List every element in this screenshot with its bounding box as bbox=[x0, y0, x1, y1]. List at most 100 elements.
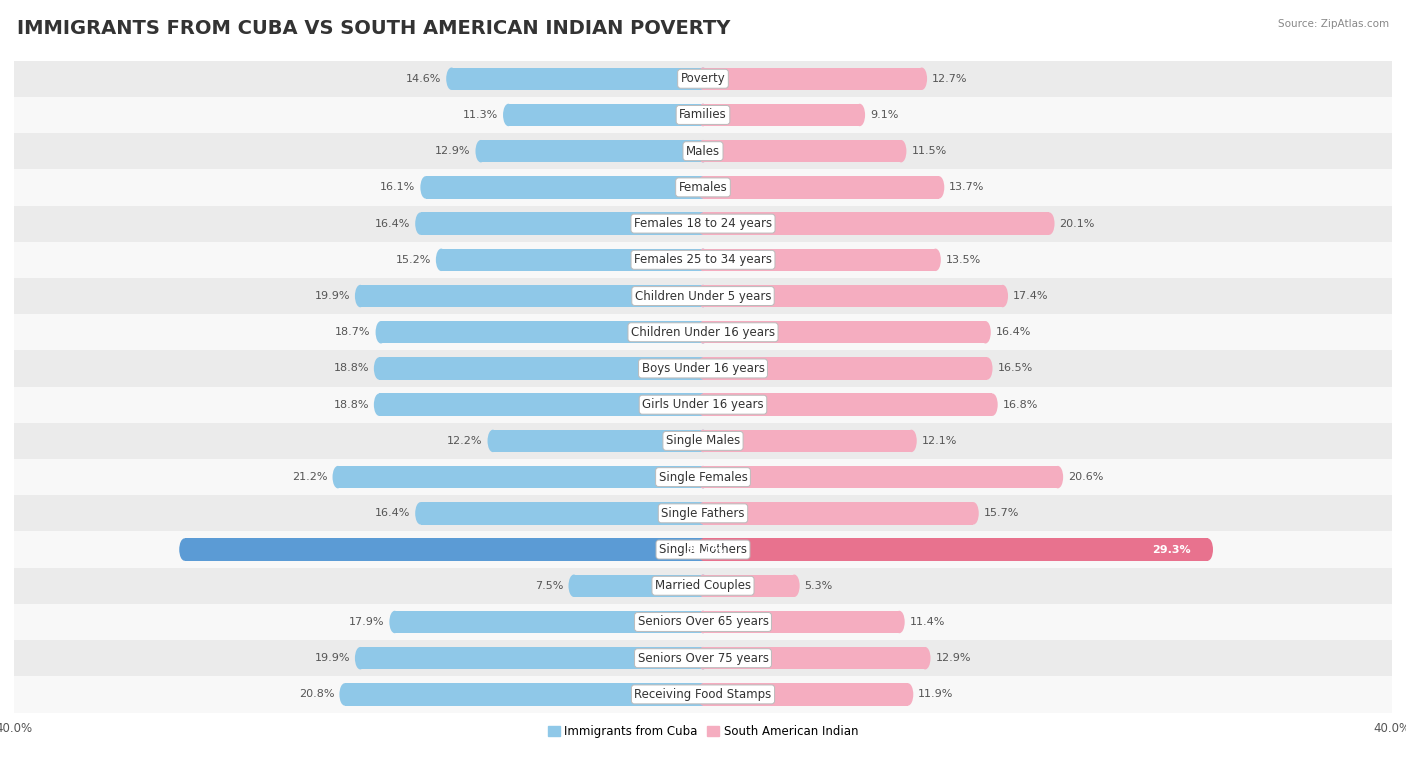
Circle shape bbox=[697, 611, 709, 633]
Bar bbox=[420, 212, 703, 235]
Bar bbox=[14, 61, 1392, 97]
Circle shape bbox=[697, 502, 709, 525]
Circle shape bbox=[697, 212, 709, 235]
Text: Girls Under 16 years: Girls Under 16 years bbox=[643, 398, 763, 411]
Text: 16.8%: 16.8% bbox=[1002, 399, 1038, 409]
Text: 21.2%: 21.2% bbox=[292, 472, 328, 482]
Circle shape bbox=[697, 611, 709, 633]
Circle shape bbox=[896, 140, 907, 162]
Circle shape bbox=[697, 212, 709, 235]
Circle shape bbox=[179, 538, 190, 561]
Text: 12.2%: 12.2% bbox=[447, 436, 482, 446]
Text: 14.6%: 14.6% bbox=[406, 74, 441, 83]
Bar bbox=[395, 611, 703, 633]
Circle shape bbox=[697, 357, 709, 380]
Circle shape bbox=[987, 393, 998, 416]
Text: Single Males: Single Males bbox=[666, 434, 740, 447]
Bar bbox=[380, 357, 703, 380]
Text: Females: Females bbox=[679, 181, 727, 194]
Text: 11.9%: 11.9% bbox=[918, 690, 953, 700]
Text: 30.1%: 30.1% bbox=[686, 544, 724, 555]
Bar bbox=[14, 242, 1392, 278]
Circle shape bbox=[697, 140, 709, 162]
Circle shape bbox=[697, 683, 709, 706]
Text: Families: Families bbox=[679, 108, 727, 121]
Text: 12.9%: 12.9% bbox=[935, 653, 972, 663]
Text: 19.9%: 19.9% bbox=[315, 653, 350, 663]
Text: 20.8%: 20.8% bbox=[299, 690, 335, 700]
Circle shape bbox=[981, 357, 993, 380]
Circle shape bbox=[475, 140, 486, 162]
Circle shape bbox=[920, 647, 931, 669]
Circle shape bbox=[697, 538, 709, 561]
Circle shape bbox=[354, 285, 366, 307]
Circle shape bbox=[697, 393, 709, 416]
Circle shape bbox=[969, 502, 979, 525]
Text: 5.3%: 5.3% bbox=[804, 581, 832, 590]
Text: 16.4%: 16.4% bbox=[375, 218, 411, 229]
Circle shape bbox=[980, 321, 991, 343]
Circle shape bbox=[855, 104, 865, 126]
Circle shape bbox=[697, 466, 709, 488]
Bar bbox=[703, 502, 973, 525]
Bar bbox=[14, 676, 1392, 713]
Bar bbox=[703, 430, 911, 452]
Circle shape bbox=[903, 683, 914, 706]
Circle shape bbox=[697, 176, 709, 199]
Bar bbox=[360, 285, 703, 307]
Bar bbox=[703, 285, 1002, 307]
Bar bbox=[703, 611, 900, 633]
Text: Single Females: Single Females bbox=[658, 471, 748, 484]
Text: 12.1%: 12.1% bbox=[922, 436, 957, 446]
Circle shape bbox=[697, 430, 709, 452]
Bar bbox=[703, 647, 925, 669]
Bar bbox=[14, 640, 1392, 676]
Text: Single Fathers: Single Fathers bbox=[661, 507, 745, 520]
Circle shape bbox=[697, 683, 709, 706]
Text: Boys Under 16 years: Boys Under 16 years bbox=[641, 362, 765, 375]
Bar bbox=[381, 321, 703, 343]
Bar bbox=[703, 357, 987, 380]
Text: 17.9%: 17.9% bbox=[349, 617, 384, 627]
Text: Poverty: Poverty bbox=[681, 72, 725, 85]
Text: Children Under 5 years: Children Under 5 years bbox=[634, 290, 772, 302]
Bar bbox=[703, 575, 794, 597]
Bar bbox=[481, 140, 703, 162]
Circle shape bbox=[697, 393, 709, 416]
Text: 16.1%: 16.1% bbox=[380, 183, 415, 193]
Text: Females 18 to 24 years: Females 18 to 24 years bbox=[634, 217, 772, 230]
Bar bbox=[14, 314, 1392, 350]
Text: 20.1%: 20.1% bbox=[1060, 218, 1095, 229]
Circle shape bbox=[1043, 212, 1054, 235]
Bar bbox=[184, 538, 703, 561]
Text: 15.2%: 15.2% bbox=[395, 255, 430, 265]
Circle shape bbox=[697, 430, 709, 452]
Bar bbox=[360, 647, 703, 669]
Bar bbox=[509, 104, 703, 126]
Text: 13.7%: 13.7% bbox=[949, 183, 984, 193]
Bar bbox=[703, 249, 935, 271]
Bar bbox=[14, 459, 1392, 495]
Text: 19.9%: 19.9% bbox=[315, 291, 350, 301]
Circle shape bbox=[697, 321, 709, 343]
Bar bbox=[14, 133, 1392, 169]
Circle shape bbox=[697, 647, 709, 669]
Circle shape bbox=[415, 502, 426, 525]
Circle shape bbox=[374, 393, 384, 416]
Text: Seniors Over 75 years: Seniors Over 75 years bbox=[637, 652, 769, 665]
Circle shape bbox=[375, 321, 387, 343]
Text: Seniors Over 65 years: Seniors Over 65 years bbox=[637, 615, 769, 628]
Circle shape bbox=[374, 357, 384, 380]
Text: 7.5%: 7.5% bbox=[536, 581, 564, 590]
Circle shape bbox=[697, 575, 709, 597]
Circle shape bbox=[446, 67, 457, 90]
Bar bbox=[703, 212, 1049, 235]
Circle shape bbox=[697, 249, 709, 271]
Text: Married Couples: Married Couples bbox=[655, 579, 751, 592]
Text: 12.7%: 12.7% bbox=[932, 74, 967, 83]
Circle shape bbox=[389, 611, 401, 633]
Circle shape bbox=[1053, 466, 1063, 488]
Bar bbox=[441, 249, 703, 271]
Circle shape bbox=[697, 466, 709, 488]
Circle shape bbox=[697, 538, 709, 561]
